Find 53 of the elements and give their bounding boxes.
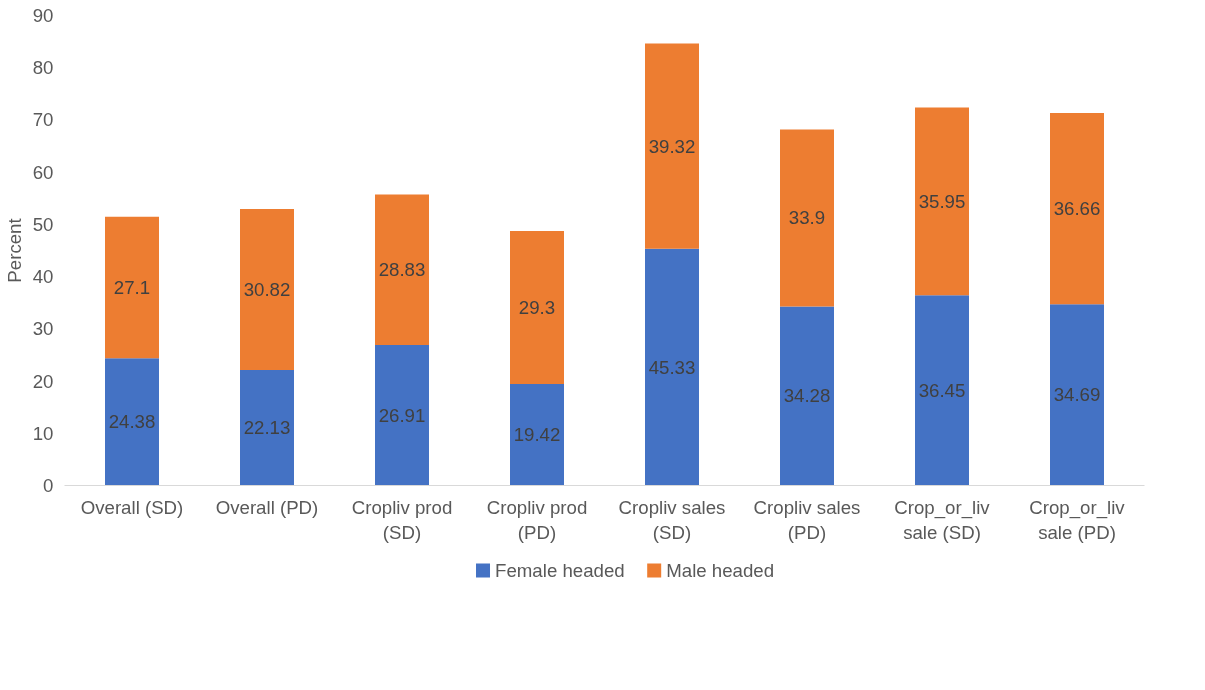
bar bbox=[1050, 304, 1104, 486]
y-tick-label: 70 bbox=[32, 109, 54, 131]
x-tick-label: Crop_or_liv sale (SD) bbox=[894, 496, 991, 543]
bar bbox=[780, 306, 834, 486]
bar bbox=[510, 231, 564, 385]
data-label: 30.82 bbox=[243, 278, 291, 300]
bar bbox=[1050, 112, 1104, 305]
x-tick-label: Cropliv sales (PD) bbox=[753, 496, 861, 543]
x-tick-label: Cropliv prod (SD) bbox=[351, 496, 453, 543]
data-label: 19.42 bbox=[513, 424, 561, 446]
bar bbox=[105, 358, 159, 486]
data-label: 36.66 bbox=[1053, 198, 1101, 220]
data-label: 29.3 bbox=[518, 297, 556, 319]
x-tick-label: Cropliv sales (SD) bbox=[618, 496, 726, 543]
bar bbox=[645, 248, 699, 486]
bar bbox=[240, 208, 294, 370]
data-label: 27.1 bbox=[113, 276, 151, 298]
bar bbox=[105, 216, 159, 359]
data-label: 28.83 bbox=[378, 259, 426, 281]
data-label: 22.13 bbox=[243, 417, 291, 439]
y-tick-label: 20 bbox=[32, 370, 54, 392]
y-tick-label: 80 bbox=[32, 57, 54, 79]
bar bbox=[645, 43, 699, 249]
x-tick-label: Overall (PD) bbox=[215, 496, 319, 518]
legend-label: Male headed bbox=[666, 560, 775, 581]
data-label: 24.38 bbox=[108, 411, 156, 433]
bar bbox=[915, 107, 969, 296]
data-label: 36.45 bbox=[918, 379, 966, 401]
data-label: 34.28 bbox=[783, 385, 831, 407]
data-label: 45.33 bbox=[648, 356, 696, 378]
bar bbox=[915, 295, 969, 486]
y-axis-title: Percent bbox=[3, 217, 25, 283]
bar bbox=[375, 194, 429, 345]
x-tick-label: Overall (SD) bbox=[80, 496, 184, 518]
data-label: 39.32 bbox=[648, 135, 696, 157]
y-tick-label: 60 bbox=[32, 161, 54, 183]
legend-label: Female headed bbox=[495, 560, 625, 581]
bar bbox=[240, 369, 294, 486]
data-label: 33.9 bbox=[788, 207, 826, 229]
data-label: 26.91 bbox=[378, 404, 426, 426]
y-tick-label: 50 bbox=[32, 213, 54, 235]
y-tick-label: 10 bbox=[32, 422, 54, 444]
y-tick-label: 30 bbox=[32, 318, 54, 340]
y-tick-label: 40 bbox=[32, 266, 54, 288]
bar bbox=[510, 384, 564, 486]
data-label: 35.95 bbox=[918, 190, 966, 212]
x-tick-label: Cropliv prod (PD) bbox=[486, 496, 588, 543]
bar bbox=[375, 344, 429, 486]
data-label: 34.69 bbox=[1053, 384, 1101, 406]
y-tick-label: 0 bbox=[43, 475, 54, 496]
y-tick-label: 90 bbox=[32, 5, 54, 26]
bar bbox=[780, 129, 834, 307]
x-tick-label: Crop_or_liv sale (PD) bbox=[1029, 496, 1126, 543]
